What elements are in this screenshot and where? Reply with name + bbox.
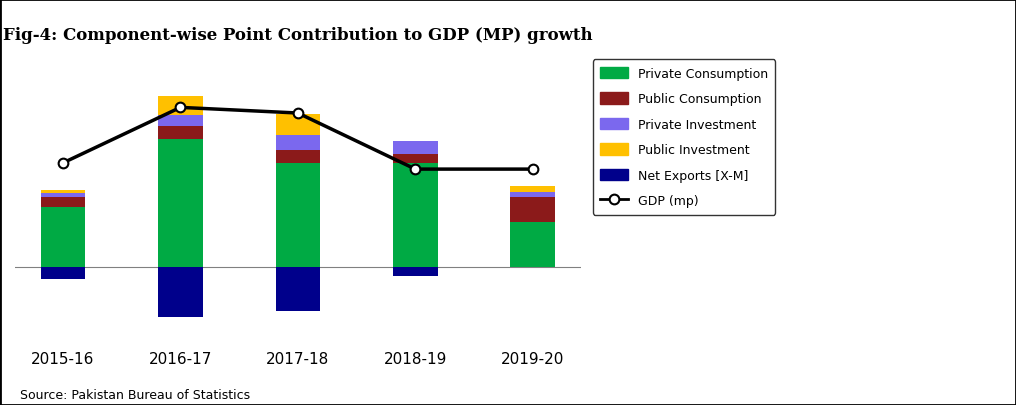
- Bar: [41, 198, 85, 208]
- Bar: [393, 164, 438, 267]
- Bar: [41, 193, 85, 198]
- Bar: [158, 97, 203, 116]
- Bar: [158, 140, 203, 267]
- Bar: [41, 267, 85, 279]
- Bar: [275, 267, 320, 311]
- Bar: [275, 164, 320, 267]
- Bar: [510, 198, 555, 223]
- Bar: [41, 208, 85, 267]
- Legend: Private Consumption, Public Consumption, Private Investment, Public Investment, : Private Consumption, Public Consumption,…: [592, 60, 775, 215]
- Bar: [158, 126, 203, 140]
- Bar: [275, 135, 320, 150]
- Bar: [510, 223, 555, 267]
- Bar: [275, 150, 320, 164]
- Bar: [510, 192, 555, 198]
- Bar: [393, 267, 438, 276]
- Text: Source: Pakistan Bureau of Statistics: Source: Pakistan Bureau of Statistics: [20, 388, 251, 401]
- Bar: [393, 141, 438, 155]
- Bar: [393, 155, 438, 164]
- Bar: [510, 187, 555, 192]
- Title: Fig-4: Component-wise Point Contribution to GDP (MP) growth: Fig-4: Component-wise Point Contribution…: [3, 27, 592, 44]
- Bar: [41, 191, 85, 193]
- Bar: [158, 116, 203, 126]
- Bar: [158, 267, 203, 318]
- Bar: [275, 115, 320, 135]
